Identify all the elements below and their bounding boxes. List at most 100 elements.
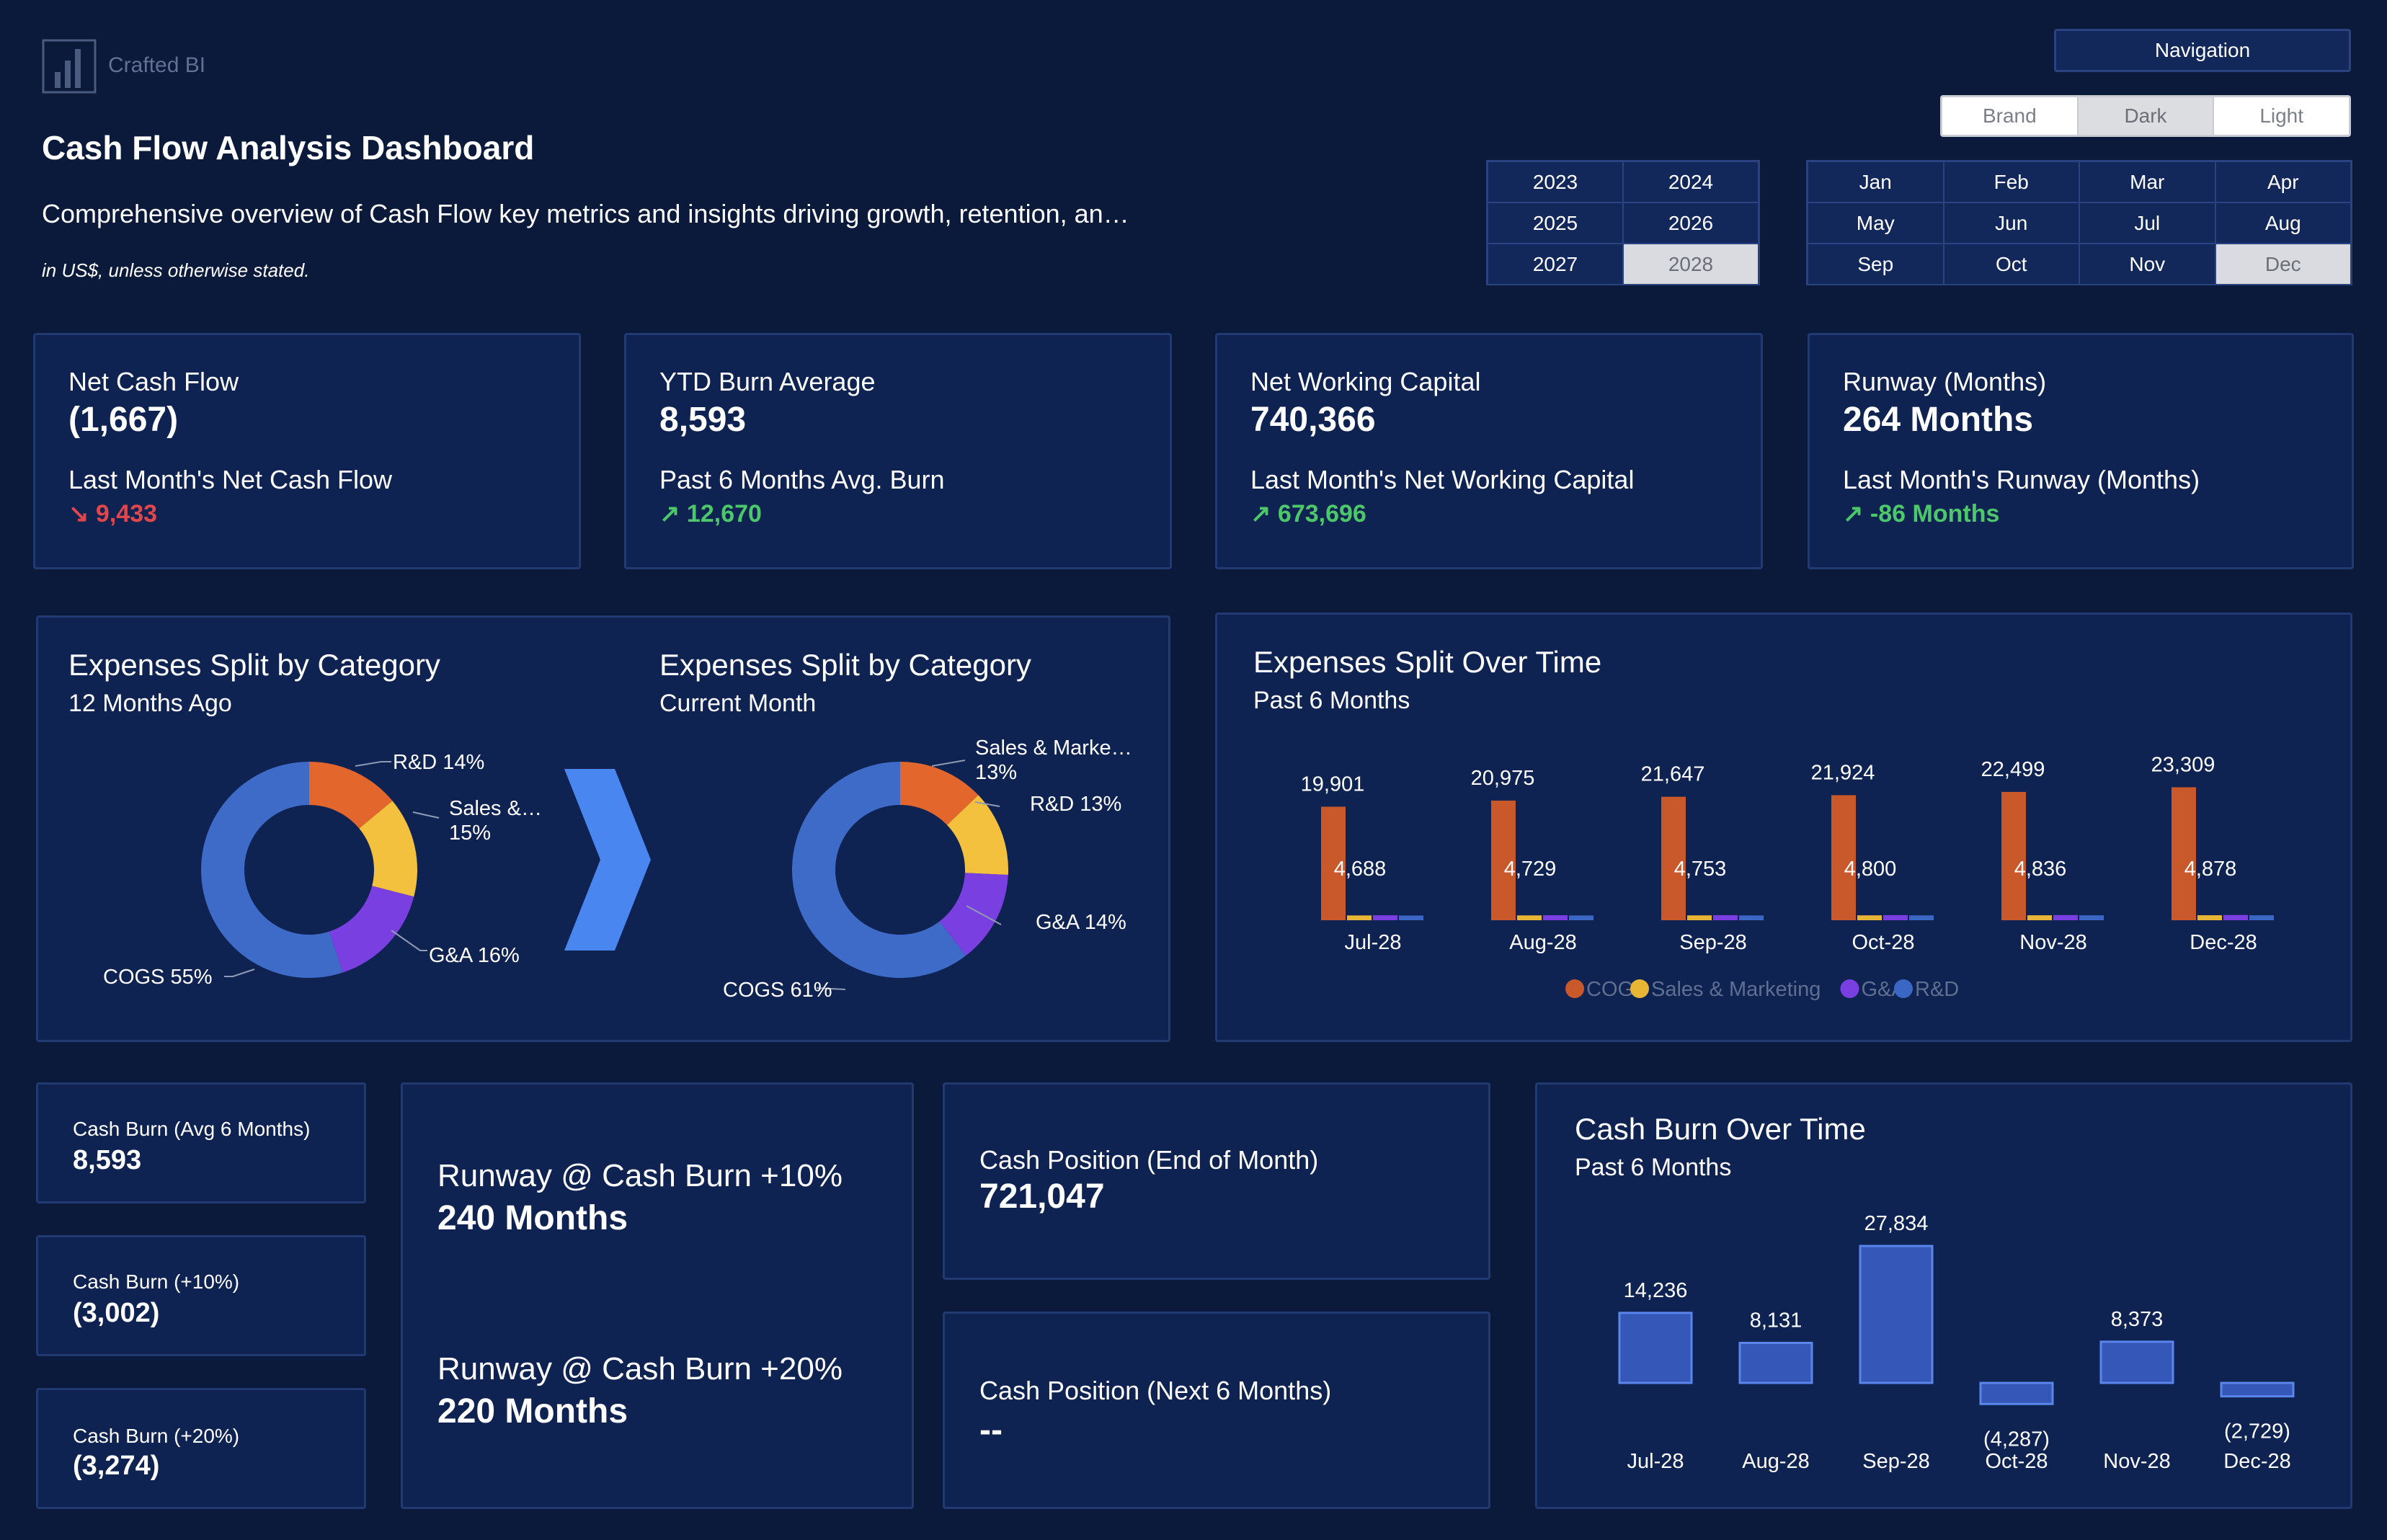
x-tick-label: Dec-28 (2223, 1450, 2291, 1473)
data-label-cogs: 20,975 (1471, 767, 1535, 790)
donut-prev-title: Expenses Split by Category (68, 648, 440, 682)
month-option[interactable]: May (1808, 202, 1944, 244)
data-label-cogs: 21,647 (1641, 763, 1705, 786)
bar-sales[interactable] (1517, 915, 1542, 920)
year-option[interactable]: 2026 (1623, 202, 1759, 244)
page-subtitle: Comprehensive overview of Cash Flow key … (42, 199, 1129, 228)
theme-dark-button[interactable]: Dark (2078, 97, 2215, 135)
donut-slice-cogs[interactable] (792, 762, 966, 978)
burn-bar[interactable] (2220, 1381, 2295, 1398)
donut-prev-subtitle: 12 Months Ago (68, 690, 232, 717)
kpi-label: YTD Burn Average (659, 367, 876, 396)
bar-cogs[interactable] (1661, 796, 1686, 920)
data-label-cogs: 21,924 (1811, 761, 1875, 784)
year-option[interactable]: 2023 (1488, 161, 1623, 202)
burn-bar[interactable] (1859, 1245, 1934, 1384)
donut-slice-sales[interactable] (359, 801, 417, 897)
month-option[interactable]: Sep (1808, 244, 1944, 285)
kpi-card-ytd-burn: YTD Burn Average 8,593 Past 6 Months Avg… (624, 333, 1172, 569)
month-option[interactable]: Mar (2079, 161, 2215, 202)
bar-rd[interactable] (1739, 915, 1764, 920)
bar-cogs[interactable] (2172, 787, 2196, 920)
bar-ga[interactable] (1883, 914, 1908, 920)
year-option[interactable]: 2024 (1623, 161, 1759, 202)
burn-bar[interactable] (1618, 1312, 1693, 1384)
bar-ga[interactable] (1543, 915, 1568, 920)
donut-slice-cogs[interactable] (201, 762, 343, 978)
bar-rd[interactable] (1569, 915, 1593, 920)
year-option[interactable]: 2025 (1488, 202, 1623, 244)
bar-chart-logo-icon (42, 39, 97, 94)
x-tick-label: Sep-28 (1862, 1450, 1930, 1473)
bar-rd[interactable] (2249, 915, 2274, 920)
data-label: 8,131 (1750, 1309, 1803, 1332)
burn-bar[interactable] (1738, 1341, 1813, 1384)
x-tick-label: Dec-28 (2190, 931, 2257, 954)
cash-burn-over-time-panel: Cash Burn Over Time Past 6 Months 14,236… (1535, 1082, 2352, 1509)
donut-curr-label-sales: Sales & Marke… (975, 736, 1132, 760)
data-label: 8,373 (2111, 1308, 2164, 1331)
burn-bar[interactable] (1979, 1381, 2054, 1405)
month-option[interactable]: Oct (1943, 244, 2079, 285)
theme-light-button[interactable]: Light (2259, 104, 2304, 127)
kpi-value: 8,593 (659, 401, 747, 439)
burn-bar[interactable] (2099, 1340, 2174, 1384)
month-option[interactable]: Jun (1943, 202, 2079, 244)
bar-rd[interactable] (2079, 915, 2104, 920)
navigation-button[interactable]: Navigation (2054, 29, 2351, 72)
bar-sales[interactable] (1857, 915, 1882, 920)
month-option[interactable]: Nov (2079, 244, 2215, 285)
bar-cogs[interactable] (2001, 791, 2026, 920)
legend-swatch (1840, 979, 1859, 998)
donut-slice-rd[interactable] (947, 795, 1008, 875)
donut-slice-ga[interactable] (939, 873, 1008, 956)
month-slicer: Jan Feb Mar Apr May Jun Jul Aug Sep Oct … (1806, 160, 2352, 285)
expenses-by-category-panel: Expenses Split by Category 12 Months Ago… (36, 615, 1170, 1042)
data-label-sales: 4,836 (2014, 858, 2067, 881)
bar-sales[interactable] (2027, 915, 2052, 920)
donut-curr-chart (792, 762, 1008, 978)
donut-slice-ga[interactable] (329, 886, 414, 973)
bar-ga[interactable] (1713, 914, 1738, 920)
month-option[interactable]: Feb (1943, 161, 2079, 202)
bar-ga[interactable] (2053, 914, 2078, 920)
expenses-over-time-panel: Expenses Split Over Time Past 6 Months 1… (1215, 613, 2352, 1042)
year-option-selected[interactable]: 2028 (1623, 244, 1759, 285)
month-option[interactable]: Aug (2215, 202, 2351, 244)
month-option[interactable]: Jan (1808, 161, 1944, 202)
currency-note: in US$, unless otherwise stated. (42, 259, 310, 281)
data-label-cogs: 23,309 (2151, 753, 2215, 776)
donut-slice-rd[interactable] (309, 762, 393, 829)
data-label: 27,834 (1864, 1212, 1929, 1235)
bar-ga[interactable] (1373, 915, 1397, 920)
card-value: 8,593 (73, 1145, 142, 1175)
burn-panel-subtitle: Past 6 Months (1575, 1154, 1732, 1181)
bar-rd[interactable] (1399, 915, 1423, 920)
bar-cogs[interactable] (1831, 795, 1856, 920)
kpi-delta: ↗ -86 Months (1843, 500, 2000, 528)
month-option-selected[interactable]: Dec (2215, 244, 2351, 285)
bar-cogs[interactable] (1491, 800, 1516, 920)
runway-10-value: 240 Months (437, 1199, 628, 1237)
theme-brand-button[interactable]: Brand (1942, 97, 2079, 135)
year-option[interactable]: 2027 (1488, 244, 1623, 285)
bar-sales[interactable] (2197, 915, 2222, 920)
logo: Crafted BI (42, 39, 258, 97)
legend-swatch (1630, 979, 1649, 998)
kpi-value: 740,366 (1250, 401, 1376, 439)
donut-slice-sales[interactable] (900, 762, 979, 825)
kpi-card-net-cash-flow: Net Cash Flow (1,667) Last Month's Net C… (33, 333, 581, 569)
bar-ga[interactable] (2223, 914, 2248, 920)
page-title: Cash Flow Analysis Dashboard (42, 129, 535, 166)
card-label: Cash Position (Next 6 Months) (979, 1376, 1332, 1405)
cash-burn-bar-chart: 14,236 Jul-28 8,131 Aug-28 27,834 Sep-28 (4,28… (1618, 1212, 2295, 1473)
logo-text: Crafted BI (108, 53, 206, 77)
x-tick-label: Oct-28 (1852, 931, 1914, 954)
month-option[interactable]: Jul (2079, 202, 2215, 244)
bar-sales[interactable] (1347, 915, 1372, 920)
month-option[interactable]: Apr (2215, 161, 2351, 202)
bar-sales[interactable] (1687, 915, 1712, 920)
bar-rd[interactable] (1909, 915, 1934, 920)
bar-cogs[interactable] (1321, 806, 1346, 920)
data-label-sales: 4,729 (1504, 858, 1557, 881)
